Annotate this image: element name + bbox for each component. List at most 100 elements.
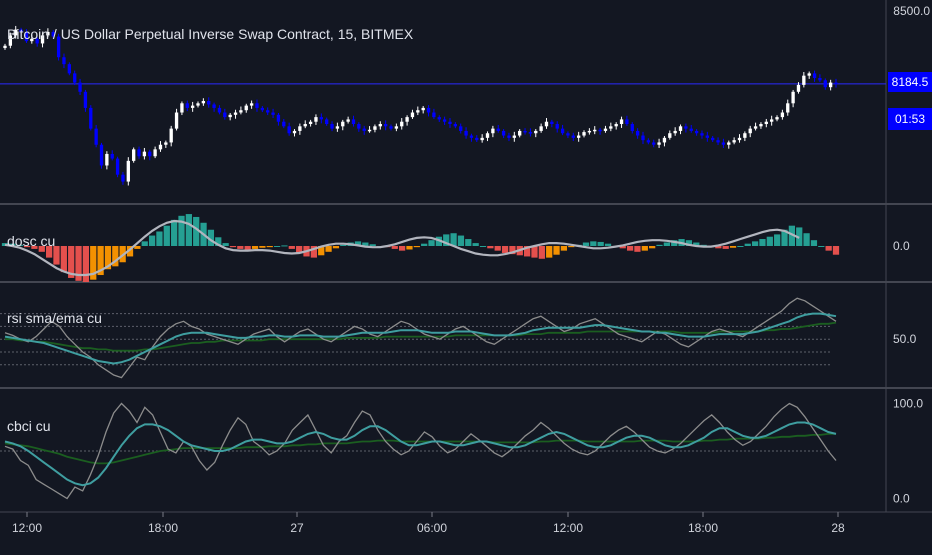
candle-body: [3, 45, 7, 49]
candle-body: [711, 137, 715, 141]
candle-body: [770, 119, 774, 122]
dosc-pane: [1, 214, 840, 282]
rsi-pane: [0, 297, 837, 379]
bar-countdown-timer: 01:53: [888, 108, 932, 130]
dosc-histogram-bar: [457, 235, 465, 246]
dosc-histogram-bar: [38, 246, 45, 252]
candle-body: [148, 151, 152, 157]
dosc-histogram-bar: [751, 241, 759, 246]
candle-body: [330, 124, 334, 129]
dosc-histogram-bar: [832, 246, 840, 255]
candle-body: [753, 126, 758, 129]
candle-body: [432, 112, 436, 118]
candle-body: [319, 117, 323, 120]
chart-title: Bitcoin / US Dollar Perpetual Inverse Sw…: [7, 26, 414, 42]
dosc-histogram-bar: [310, 246, 317, 258]
dosc-histogram-bar: [597, 241, 604, 246]
candle-body: [453, 124, 458, 127]
candle-body: [185, 103, 189, 108]
dosc-indicator-label: dosc cu: [7, 233, 56, 249]
candle-body: [823, 80, 827, 88]
dosc-histogram-bar: [53, 246, 60, 265]
dosc-histogram-bar: [273, 246, 281, 247]
x-tick-label: 12:00: [12, 521, 42, 535]
dosc-histogram-bar: [774, 234, 781, 246]
dosc-signal-line: [4, 219, 800, 277]
dosc-histogram-bar: [501, 246, 509, 253]
dosc-histogram-bar: [163, 225, 170, 246]
y-tick-label-dosc: 0.0: [893, 239, 910, 253]
dosc-histogram-bar: [671, 240, 678, 246]
x-tick-label: 18:00: [688, 521, 718, 535]
candle-body: [164, 142, 168, 145]
dosc-histogram-bar: [75, 246, 82, 281]
dosc-histogram-bar: [810, 240, 818, 246]
dosc-histogram-bar: [296, 246, 303, 253]
candle-body: [180, 103, 184, 113]
dosc-histogram-bar: [568, 246, 575, 248]
dosc-histogram-bar: [700, 244, 707, 246]
dosc-histogram-bar: [340, 244, 347, 246]
candle-body: [346, 119, 350, 122]
candle-body: [378, 124, 382, 127]
candle-body: [314, 117, 318, 122]
dosc-histogram-bar: [369, 244, 376, 246]
dosc-histogram-bar: [126, 246, 134, 257]
candle-body: [105, 153, 109, 166]
candle-body: [416, 110, 420, 113]
candle-body: [716, 140, 720, 143]
dosc-histogram-bar: [656, 244, 663, 246]
candle-body: [373, 126, 377, 130]
dosc-histogram-bar: [406, 246, 413, 250]
candle-body: [437, 117, 441, 120]
y-tick-label-rsi: 50.0: [893, 332, 917, 346]
candle-body: [469, 135, 474, 138]
candle-body: [239, 110, 243, 113]
candle-body: [35, 38, 39, 44]
candle-body: [598, 129, 602, 132]
dosc-histogram-bar: [134, 246, 141, 249]
dosc-histogram-bar: [354, 241, 362, 246]
dosc-histogram-bar: [737, 246, 744, 247]
dosc-histogram-bar: [825, 246, 832, 251]
candle-body: [759, 124, 763, 127]
candle-body: [512, 135, 516, 138]
candle-body: [635, 130, 640, 136]
candle-body: [609, 126, 613, 129]
candle-body: [217, 107, 222, 113]
y-tick-label-price: 8500.0: [893, 4, 930, 18]
candle-body: [796, 84, 801, 92]
candle-body: [668, 133, 672, 138]
candle-body: [271, 112, 275, 115]
candle-body: [534, 130, 538, 134]
candle-body: [614, 124, 618, 127]
candle-body: [389, 126, 393, 129]
candle-body: [292, 130, 297, 134]
candle-body: [732, 140, 736, 143]
candle-body: [587, 130, 592, 133]
dosc-histogram-bar: [215, 237, 222, 246]
dosc-histogram-bar: [237, 246, 244, 249]
dosc-histogram-bar: [788, 225, 796, 246]
last-price-tag: 8184.5: [888, 72, 932, 92]
candle-body: [394, 126, 399, 129]
candle-body: [791, 91, 795, 104]
candle-body: [201, 101, 206, 104]
dosc-histogram-bar: [332, 246, 340, 249]
candle-body: [786, 103, 790, 113]
dosc-histogram-bar: [450, 233, 457, 246]
candle-body: [169, 128, 173, 143]
candle-body: [190, 105, 195, 108]
dosc-histogram-bar: [1, 243, 9, 246]
candle-body: [158, 144, 163, 150]
candle-body: [518, 130, 522, 136]
dosc-histogram-bar: [729, 246, 737, 248]
candle-body: [426, 107, 431, 113]
candle-body: [255, 103, 259, 108]
candle-body: [421, 107, 425, 111]
candle-body: [743, 133, 747, 138]
candle-body: [480, 137, 484, 141]
dosc-histogram-bar: [9, 243, 16, 246]
candle-body: [544, 121, 549, 127]
